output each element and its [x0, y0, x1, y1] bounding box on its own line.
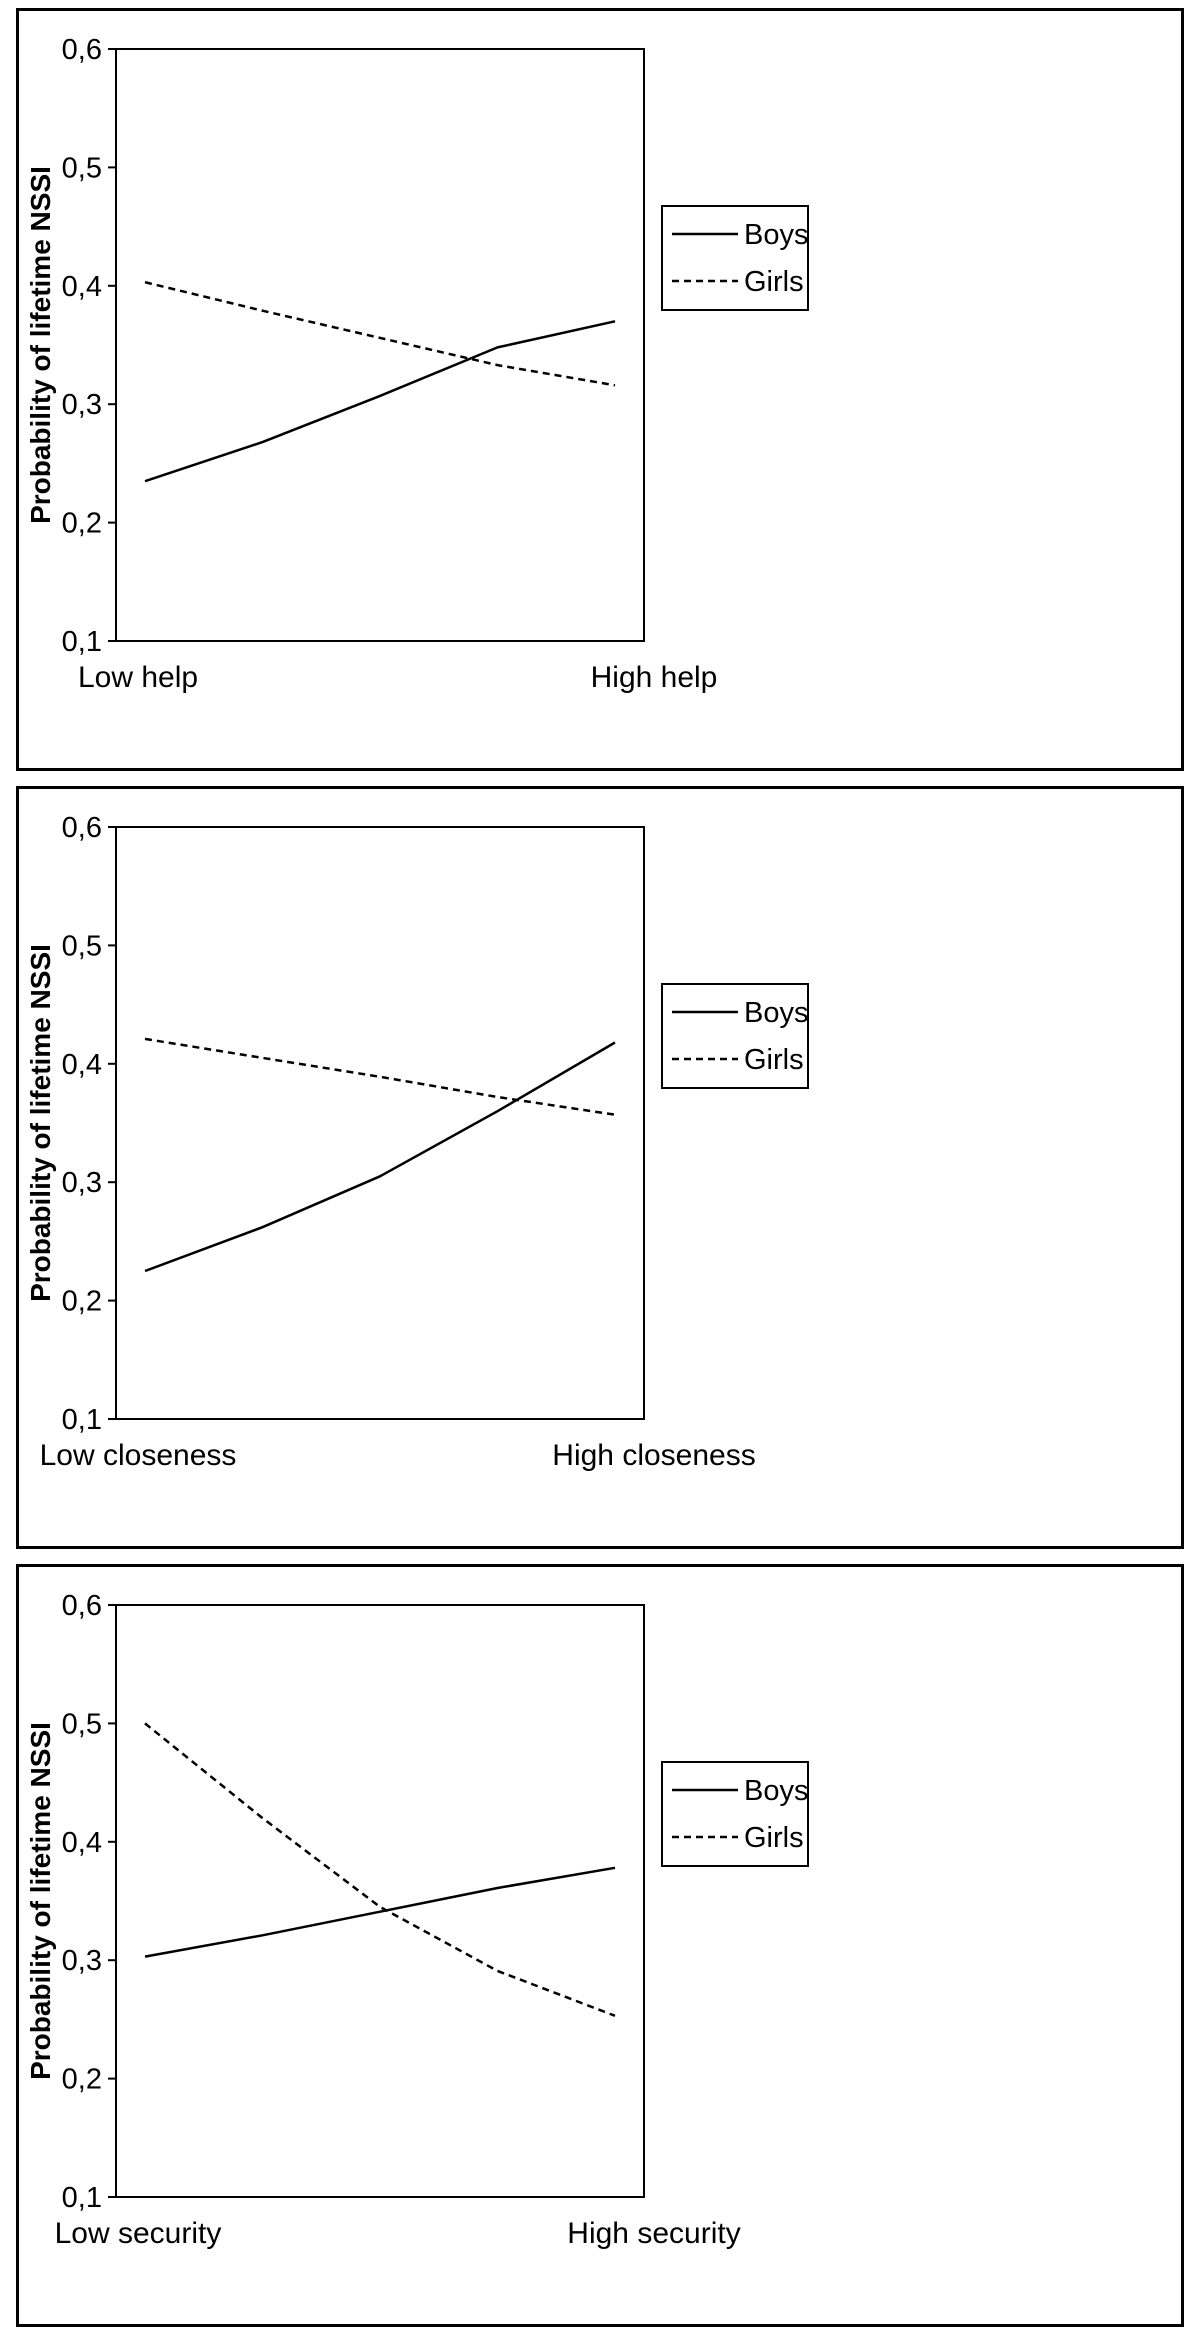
- series-line-girls: [144, 1722, 616, 2017]
- plot-area-frame: [115, 1604, 645, 2198]
- legend-label-girls: Girls: [744, 1822, 804, 1854]
- chart-panel-security: 0,1 0,2 0,3 0,4 0,5 0,6 Probability of lifetim…: [16, 1564, 1184, 2327]
- x-category-label-low: Low closeness: [40, 1439, 237, 1472]
- series-line-boys: [144, 1041, 616, 1273]
- chart-panel-closeness: 0,1 0,2 0,3 0,4 0,5 0,6 Probability of lifetim…: [16, 786, 1184, 1549]
- x-category-label-high: High security: [567, 2217, 740, 2250]
- y-tick-label: 0,1: [62, 2182, 102, 2214]
- y-tick-label: 0,3: [62, 1945, 102, 1977]
- legend-label-boys: Boys: [744, 219, 808, 251]
- y-tick-label: 0,4: [62, 1049, 102, 1081]
- y-axis-title: Probability of lifetime NSSI: [25, 166, 56, 524]
- x-category-label-low: Low security: [55, 2217, 222, 2250]
- y-tick-label: 0,2: [62, 1286, 102, 1318]
- plot-area-frame: [115, 48, 645, 642]
- y-tick-label: 0,2: [62, 508, 102, 540]
- line-chart-closeness: 0,1 0,2 0,3 0,4 0,5 0,6 Probability of lifetim…: [25, 812, 809, 1472]
- series-line-girls: [144, 1037, 616, 1116]
- y-tick-label: 0,2: [62, 2064, 102, 2096]
- line-chart-help: 0,1 0,2 0,3 0,4 0,5 0,6 Probability of lifetim…: [25, 34, 809, 694]
- legend-label-boys: Boys: [744, 997, 808, 1029]
- plot-area-frame: [115, 826, 645, 1420]
- y-tick-label: 0,3: [62, 389, 102, 421]
- y-axis-title: Probability of lifetime NSSI: [25, 944, 56, 1302]
- x-category-label-low: Low help: [78, 661, 198, 694]
- y-tick-label: 0,1: [62, 1404, 102, 1436]
- y-tick-label: 0,5: [62, 1708, 102, 1740]
- legend-box: [661, 205, 809, 311]
- legend-box: [661, 983, 809, 1089]
- y-tick-label: 0,6: [62, 812, 102, 844]
- y-tick-label: 0,4: [62, 1827, 102, 1859]
- y-tick-label: 0,3: [62, 1167, 102, 1199]
- y-tick-label: 0,5: [62, 152, 102, 184]
- chart-panel-help: 0,1 0,2 0,3 0,4 0,5 0,6 Probability of lifetim…: [16, 8, 1184, 771]
- y-axis-title: Probability of lifetime NSSI: [25, 1722, 56, 2080]
- y-tick-label: 0,6: [62, 1590, 102, 1622]
- y-tick-label: 0,4: [62, 271, 102, 303]
- legend-label-girls: Girls: [744, 266, 804, 298]
- legend-box: [661, 1761, 809, 1867]
- series-line-boys: [144, 320, 616, 483]
- series-line-girls: [144, 280, 616, 387]
- y-tick-label: 0,6: [62, 34, 102, 66]
- x-category-label-high: High help: [591, 661, 718, 694]
- line-chart-security: 0,1 0,2 0,3 0,4 0,5 0,6 Probability of lifetim…: [25, 1590, 809, 2250]
- y-tick-label: 0,5: [62, 930, 102, 962]
- legend-label-girls: Girls: [744, 1044, 804, 1076]
- x-category-label-high: High closeness: [552, 1439, 755, 1472]
- legend-label-boys: Boys: [744, 1775, 808, 1807]
- y-tick-label: 0,1: [62, 626, 102, 658]
- series-line-boys: [144, 1866, 616, 1958]
